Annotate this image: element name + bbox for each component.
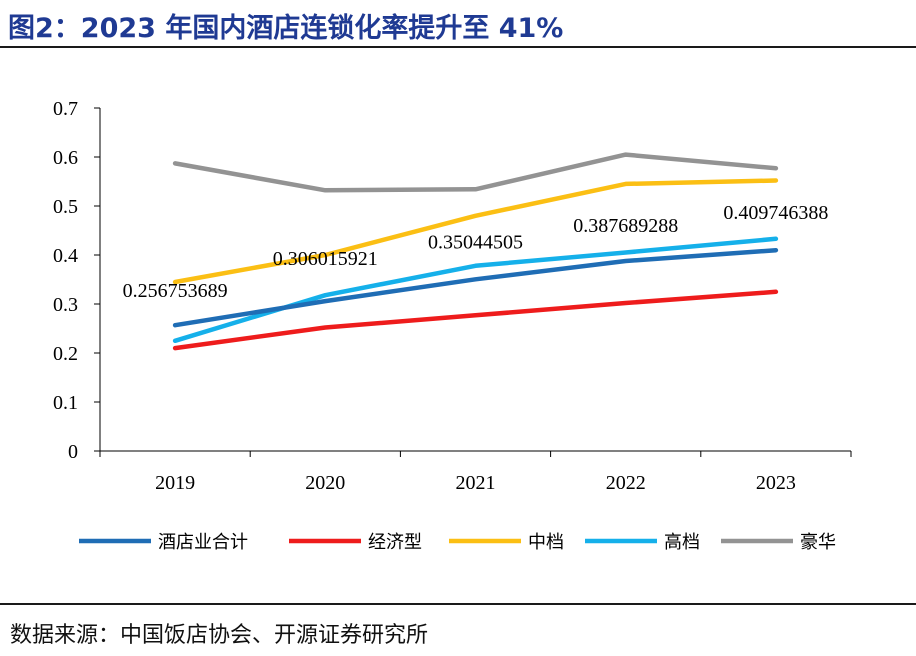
legend-label: 酒店业合计 [158, 532, 248, 553]
series-line-3 [172, 236, 779, 344]
data-label: 0.387689288 [573, 215, 678, 237]
data-label: 0.256753689 [123, 280, 228, 302]
x-tick-label: 2021 [456, 472, 496, 494]
source-note: 数据来源：中国饭店协会、开源证券研究所 [10, 623, 429, 648]
legend-label: 高档 [664, 532, 700, 553]
legend-label: 中档 [528, 532, 564, 553]
y-tick-label: 0 [68, 441, 78, 463]
data-label: 0.306015921 [273, 248, 378, 270]
series-line-0 [172, 247, 779, 328]
x-tick-label: 2020 [305, 472, 345, 494]
series-lines [172, 152, 779, 351]
y-tick-labels: 0 0.1 0.2 0.3 0.4 0.5 0.6 0.7 [53, 98, 78, 463]
data-label: 0.409746388 [723, 202, 828, 224]
line-chart: 00.10.20.30.40.50.60.7 2019 2020 2021 2022 2… [53, 98, 852, 553]
data-labels: 0.256753689 0.306015921 0.35044505 0.387689… [123, 202, 829, 302]
chart-axes [94, 107, 852, 457]
x-tick-labels: 2019 2020 2021 2022 2023 [155, 472, 796, 494]
y-tick-label: 0.6 [53, 147, 78, 169]
y-tick-label: 0.2 [53, 343, 78, 365]
x-tick-label: 2022 [606, 472, 646, 494]
data-label: 0.35044505 [428, 231, 523, 253]
title-divider [0, 46, 916, 48]
page-title: 图2：2023 年国内酒店连锁化率提升至 41% [8, 13, 564, 44]
series-line-4 [172, 152, 779, 193]
x-tick-label: 2023 [756, 472, 796, 494]
source-divider [0, 603, 916, 605]
y-tick-label: 0.4 [53, 245, 78, 267]
legend-label: 豪华 [800, 532, 836, 553]
series-line-1 [172, 289, 779, 351]
x-tick-label: 2019 [155, 472, 195, 494]
y-tick-label: 0.5 [53, 196, 78, 218]
legend-label: 经济型 [368, 532, 422, 553]
series-line-2 [172, 178, 779, 285]
chart-legend: 酒店业合计 经济型 中档 高档 豪华 [79, 532, 836, 553]
y-tick-label: 0.3 [53, 294, 78, 316]
y-tick-label: 0.7 [53, 98, 78, 120]
y-tick-label: 0.1 [53, 392, 78, 414]
